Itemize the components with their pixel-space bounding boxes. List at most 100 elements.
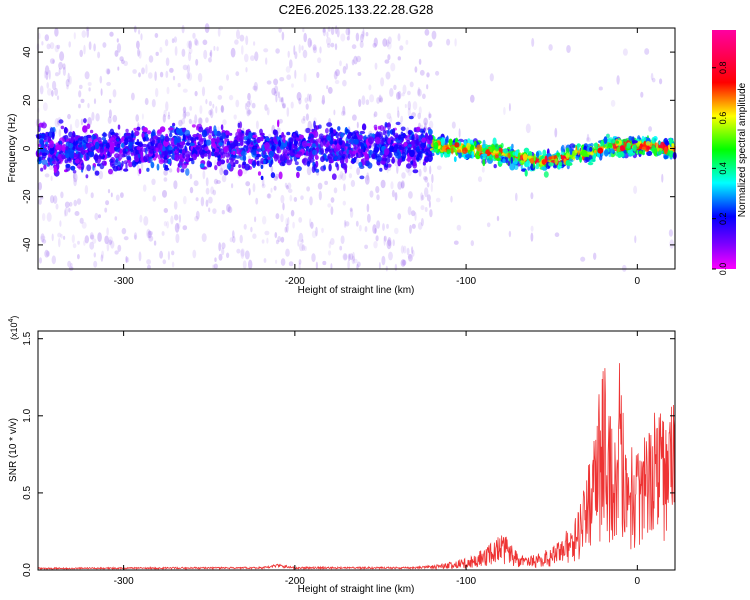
band-cell	[509, 162, 516, 171]
noise-cell	[296, 91, 302, 101]
noise-cell	[194, 215, 199, 222]
noise-cell	[312, 44, 317, 51]
noise-cell	[421, 194, 425, 201]
band-cell	[280, 156, 287, 162]
band-cell	[134, 141, 141, 145]
noise-cell	[54, 87, 58, 96]
noise-cell	[197, 72, 203, 83]
noise-cell	[42, 239, 47, 244]
band-cell	[108, 168, 113, 175]
noise-cell	[414, 211, 417, 221]
band-cell	[387, 129, 391, 137]
band-cell	[619, 151, 625, 158]
band-cell	[327, 153, 334, 159]
band-cell	[320, 147, 324, 155]
noise-cell	[598, 86, 603, 91]
snr-panel: -300 -200 -100 0 0.0 0.5 1.0 1.5 Height of str…	[8, 316, 676, 595]
band-cell	[628, 135, 633, 141]
noise-cell	[117, 244, 122, 252]
band-cell	[116, 138, 120, 142]
band-cell	[548, 156, 553, 160]
band-cell	[224, 137, 227, 145]
band-cell	[600, 140, 604, 147]
noise-cell	[89, 241, 95, 250]
band-cell	[482, 144, 486, 149]
noise-cell	[365, 99, 370, 106]
band-cell	[256, 160, 260, 166]
noise-cell	[372, 42, 377, 48]
noise-cell	[105, 200, 110, 206]
band-cell	[146, 130, 152, 135]
noise-cell	[400, 181, 405, 189]
band-cell	[446, 149, 451, 155]
band-cell	[408, 115, 414, 120]
noise-cell	[182, 88, 188, 93]
band-cell	[74, 158, 80, 164]
noise-cell	[333, 187, 338, 194]
noise-cell	[293, 45, 296, 56]
noise-cell	[330, 238, 335, 245]
band-cell	[252, 160, 256, 169]
noise-cell	[634, 235, 637, 244]
band-cell	[55, 144, 61, 151]
noise-cell	[341, 173, 347, 181]
noise-cell	[275, 213, 280, 220]
noise-cell	[418, 122, 421, 128]
noise-cell	[56, 44, 61, 50]
band-cell	[176, 143, 179, 152]
noise-cell	[281, 31, 285, 41]
noise-cell	[302, 49, 308, 59]
noise-cell	[78, 103, 81, 109]
noise-cell	[289, 194, 293, 202]
noise-cell	[50, 175, 53, 181]
noise-cell	[73, 199, 78, 207]
noise-cell	[261, 239, 265, 244]
spectrogram-y-tick-label: -20	[22, 189, 33, 204]
noise-cell	[286, 74, 292, 80]
noise-cell	[351, 44, 357, 50]
noise-cell	[44, 65, 50, 76]
band-cell	[403, 141, 408, 147]
noise-cell	[74, 211, 80, 216]
colorbar-tick-label: 0.0	[718, 263, 728, 276]
noise-cell	[153, 240, 157, 246]
noise-cell	[41, 41, 44, 46]
band-cell	[181, 140, 186, 146]
noise-cell	[333, 71, 338, 80]
noise-cell	[236, 29, 240, 40]
noise-cell	[373, 241, 378, 249]
band-cell	[335, 162, 339, 168]
noise-cell	[453, 240, 459, 245]
noise-cell	[242, 260, 247, 270]
band-cell	[385, 162, 389, 168]
band-cell	[289, 152, 295, 156]
noise-cell	[644, 48, 650, 55]
band-cell	[361, 123, 367, 131]
noise-cell	[349, 207, 353, 212]
snr-scale-suffix: )	[9, 316, 19, 319]
band-cell	[575, 156, 580, 161]
noise-cell	[423, 176, 428, 181]
noise-cell	[83, 44, 86, 55]
band-cell	[156, 163, 160, 171]
noise-cell	[318, 190, 322, 201]
noise-cell	[417, 112, 422, 120]
noise-cell	[134, 234, 137, 240]
band-cell	[158, 158, 164, 165]
noise-cell	[51, 233, 54, 242]
band-cell	[318, 133, 324, 140]
noise-cell	[38, 32, 41, 40]
noise-cell	[40, 233, 45, 243]
noise-cell	[108, 236, 113, 244]
noise-cell	[133, 232, 138, 241]
noise-cell	[69, 75, 72, 85]
band-cell	[99, 146, 104, 154]
noise-cell	[93, 252, 97, 258]
noise-cell	[322, 28, 326, 33]
noise-cell	[64, 207, 69, 217]
noise-cell	[208, 196, 213, 204]
band-cell	[117, 124, 121, 130]
band-cell	[334, 155, 338, 161]
noise-cell	[52, 80, 57, 91]
noise-cell	[391, 189, 395, 198]
